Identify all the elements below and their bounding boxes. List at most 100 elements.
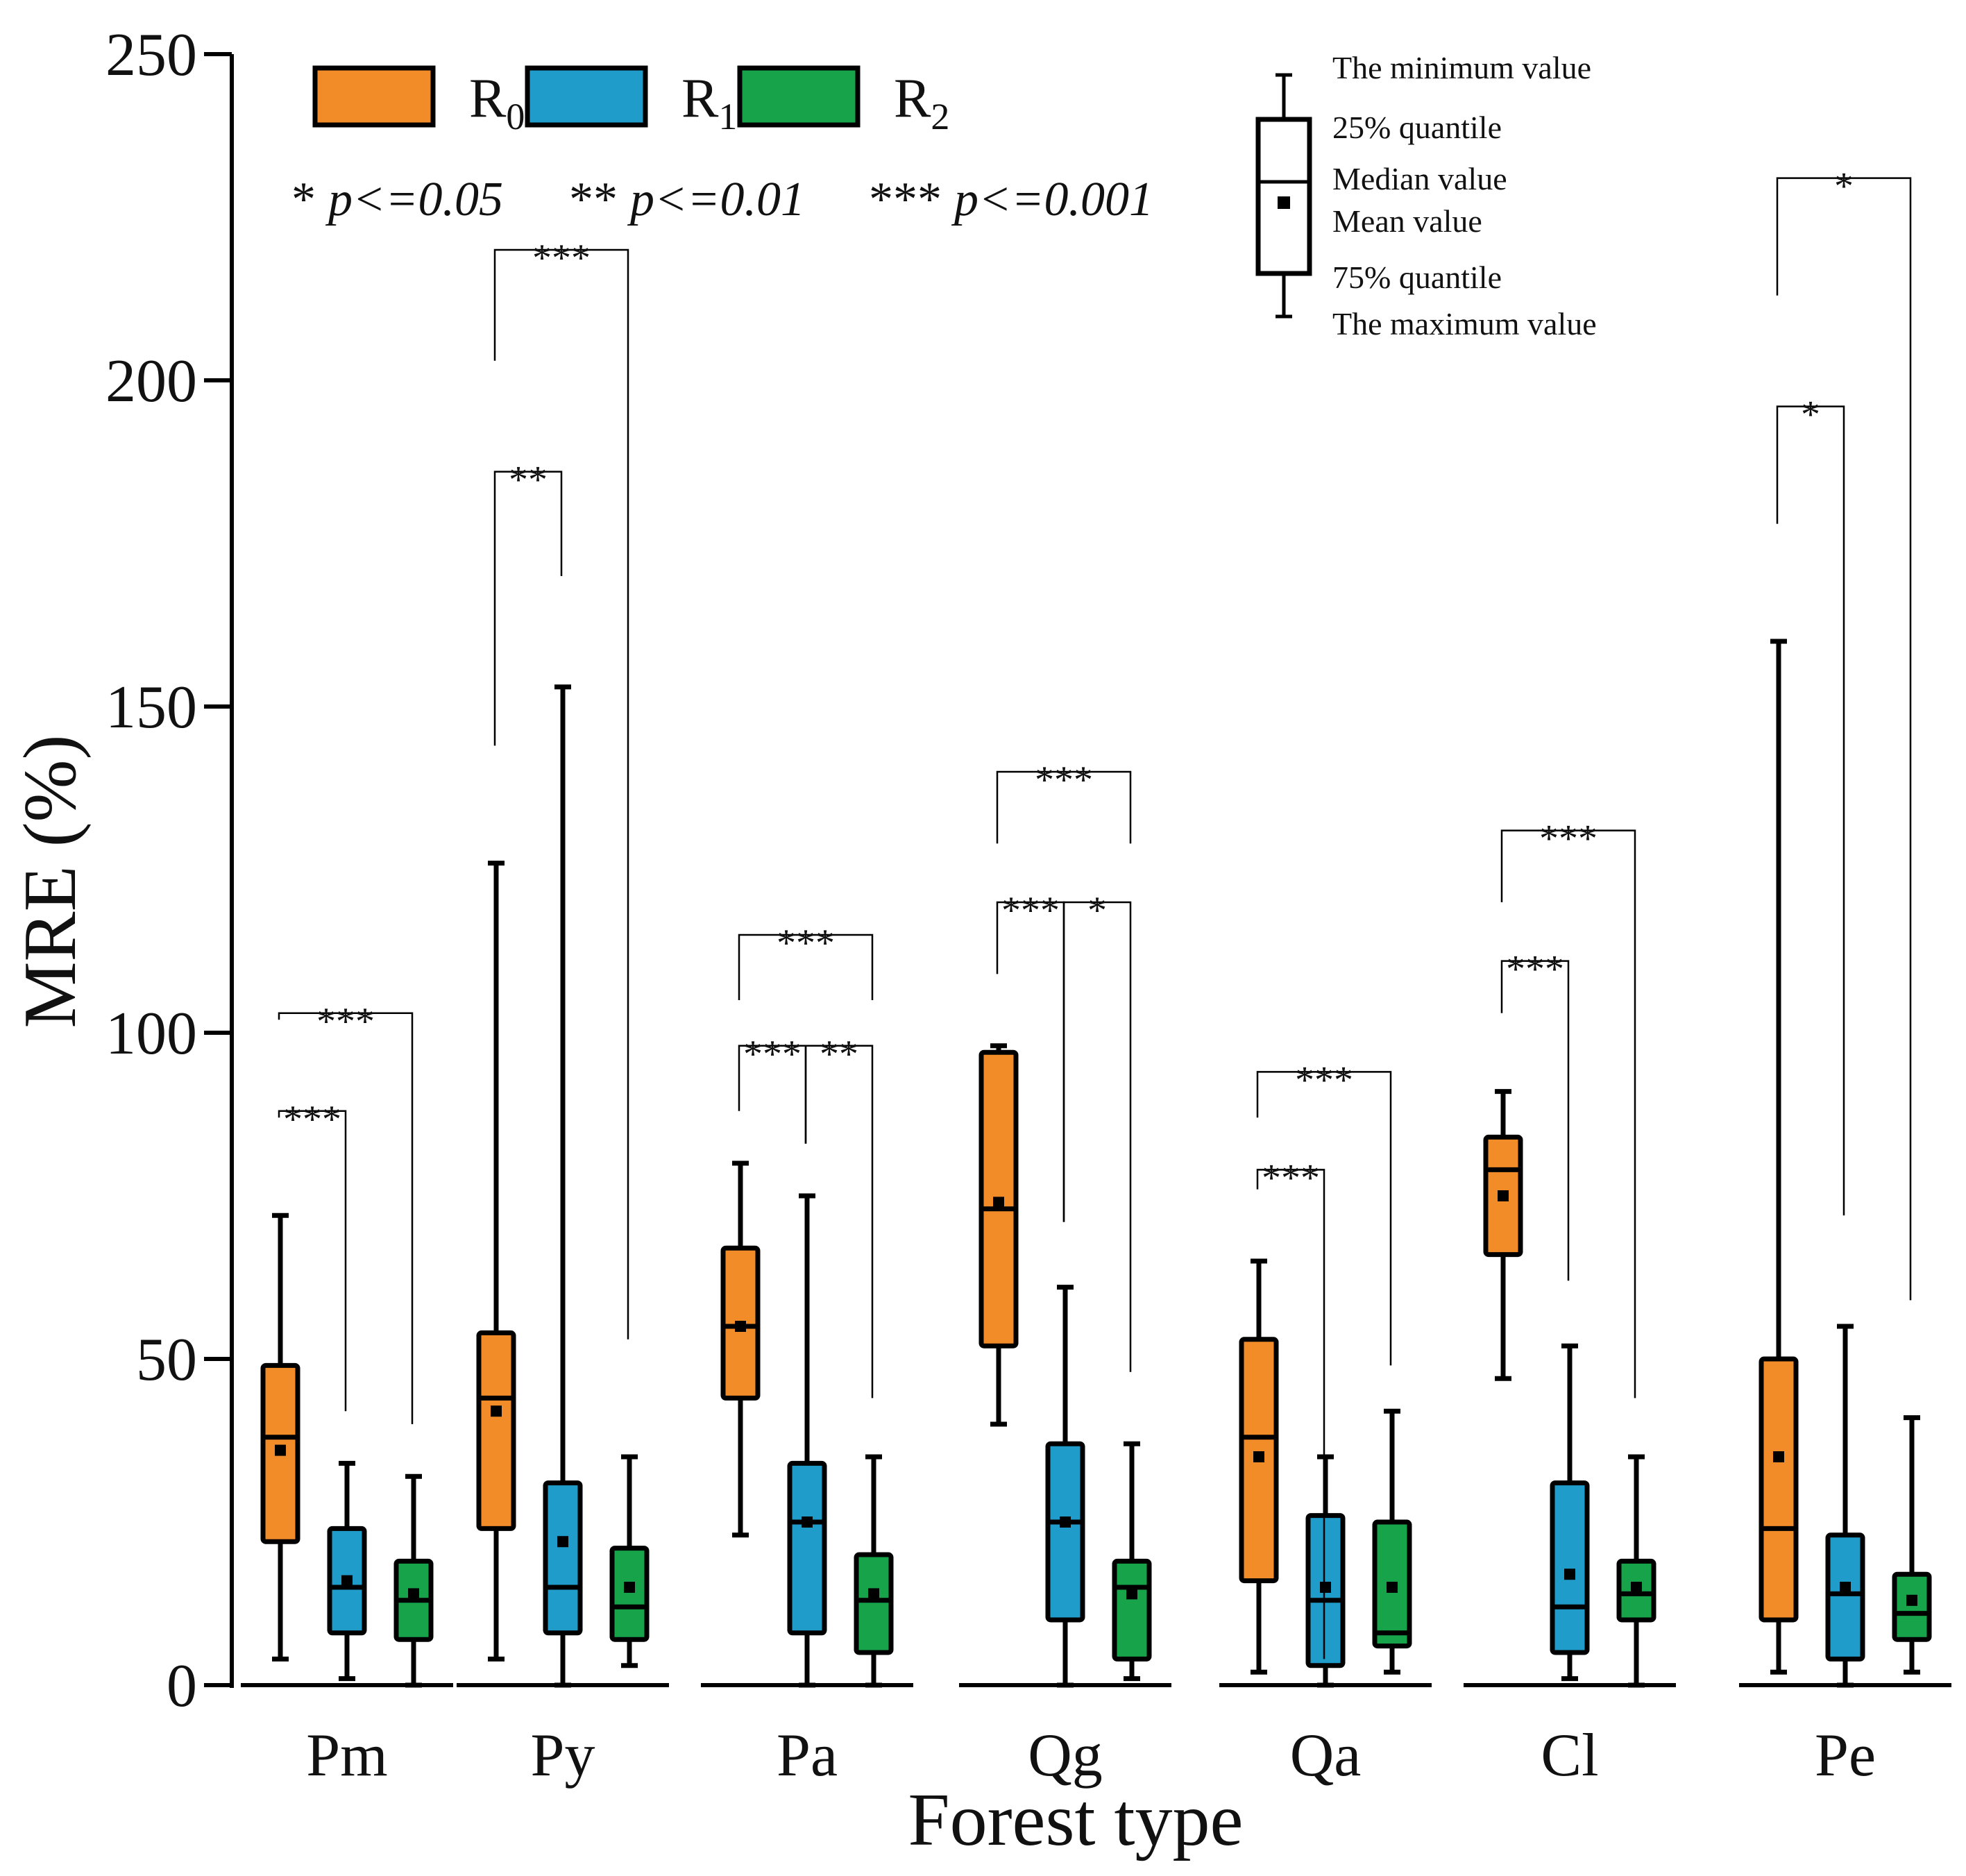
mean-marker xyxy=(341,1575,353,1587)
box-Qg-R2 xyxy=(1112,1441,1152,1682)
box-Pm-R0 xyxy=(260,1212,300,1662)
bracket-line xyxy=(278,1110,347,1412)
x-axis-title: Forest type xyxy=(908,1779,1244,1861)
mean-marker xyxy=(1060,1516,1071,1528)
box-Py-R1 xyxy=(543,684,583,1688)
pvalue-legend-item-2: ** p<=0.01 xyxy=(569,173,805,226)
bracket-line xyxy=(738,933,874,1000)
mean-marker xyxy=(491,1405,502,1417)
sig-bracket-Qa-R0-R1: *** xyxy=(1256,1156,1325,1659)
key-label-max: The maximum value xyxy=(1332,306,1597,341)
significance-stars: * xyxy=(1801,394,1820,437)
mean-marker xyxy=(1253,1451,1264,1462)
box-Py-R2 xyxy=(609,1454,650,1668)
sig-bracket-Pm-R0-R1: *** xyxy=(278,1098,347,1412)
box-Pm-R2 xyxy=(393,1473,434,1688)
box-Pm-R1 xyxy=(327,1460,367,1682)
legend-label: R1 xyxy=(681,68,737,137)
mean-marker xyxy=(624,1582,635,1593)
legend-label-base: R xyxy=(894,68,931,129)
y-tick-label-0: 0 xyxy=(167,1653,197,1720)
sig-bracket-Pe-R0-R1: * xyxy=(1776,394,1845,1216)
significance-stars: *** xyxy=(777,922,835,965)
legend-item-R0: R0 xyxy=(312,65,525,137)
legend-item-R1: R1 xyxy=(525,65,737,137)
box-Qa-R0 xyxy=(1239,1258,1279,1675)
pvalue-threshold: p<=0.001 xyxy=(951,173,1153,226)
category-label-Qa: Qa xyxy=(1290,1722,1362,1789)
sig-bracket-Py-R0-R1: ** xyxy=(493,459,563,746)
box-body xyxy=(476,1330,516,1531)
key-label-q1: 25% quantile xyxy=(1332,110,1502,145)
significance-stars: *** xyxy=(1295,1058,1353,1101)
bracket-line xyxy=(1776,177,1912,1301)
mean-marker xyxy=(1498,1190,1509,1201)
y-tick-label-200: 200 xyxy=(105,348,197,415)
box-body xyxy=(854,1552,894,1655)
legend-swatch xyxy=(312,65,436,128)
box-Py-R0 xyxy=(476,861,516,1662)
significance-brackets: ************** ******** ****************** xyxy=(278,165,1912,1659)
sig-bracket-Qg-R0-R2: *** xyxy=(996,759,1132,844)
box-body xyxy=(1550,1480,1590,1655)
mean-marker xyxy=(868,1588,879,1600)
sig-bracket-Cl-R0-R1: *** xyxy=(1500,948,1570,1281)
key-label-q3: 75% quantile xyxy=(1332,260,1502,295)
box-Pa-R1 xyxy=(787,1193,827,1688)
box-body xyxy=(1892,1571,1932,1642)
series-legend: R0 R1 R2 xyxy=(312,65,949,137)
significance-stars: *** xyxy=(283,1098,341,1141)
box-body xyxy=(1112,1558,1152,1662)
bracket-line xyxy=(493,248,629,1340)
category-label-Qg: Qg xyxy=(1028,1722,1103,1789)
box-Cl-R0 xyxy=(1483,1089,1523,1381)
mean-marker xyxy=(735,1321,746,1332)
category-label-Pm: Pm xyxy=(306,1722,387,1789)
key-mean-marker xyxy=(1278,196,1290,209)
legend-label: R0 xyxy=(469,68,525,137)
significance-stars: *** xyxy=(1001,889,1060,932)
bracket-line xyxy=(493,471,563,746)
box-Pa-R0 xyxy=(720,1160,761,1538)
y-tick-label-250: 250 xyxy=(105,22,197,89)
mean-marker xyxy=(993,1197,1004,1208)
significance-stars: ** xyxy=(820,1033,858,1076)
y-tick-label-50: 50 xyxy=(136,1326,197,1394)
key-label-median: Median value xyxy=(1332,161,1507,196)
box-key-legend: The minimum value 25% quantile Median valu… xyxy=(1255,50,1597,341)
significance-stars: *** xyxy=(532,237,591,280)
mean-marker xyxy=(1840,1582,1851,1593)
category-label-Cl: Cl xyxy=(1541,1722,1598,1789)
category-label-Py: Py xyxy=(531,1722,595,1789)
pvalue-threshold: p<=0.01 xyxy=(627,173,805,226)
box-Qg-R1 xyxy=(1045,1285,1085,1688)
box-Cl-R2 xyxy=(1616,1454,1656,1688)
mean-marker xyxy=(275,1444,286,1456)
mean-marker xyxy=(1564,1569,1575,1580)
sig-bracket-Pa-R0-R1: *** xyxy=(738,1033,807,1144)
legend-label-base: R xyxy=(681,68,719,129)
bracket-line xyxy=(1500,829,1636,1398)
sig-bracket-Pe-R0-R2: * xyxy=(1776,165,1912,1301)
pvalue-threshold: p<=0.05 xyxy=(325,173,503,226)
y-tick-label-150: 150 xyxy=(105,674,197,741)
key-label-mean: Mean value xyxy=(1332,203,1482,239)
mean-marker xyxy=(408,1588,419,1600)
bracket-line xyxy=(1062,901,1132,1372)
significance-stars: ** xyxy=(509,459,548,502)
box-body xyxy=(609,1546,650,1642)
significance-stars: * xyxy=(1834,165,1854,208)
pvalue-legend: * p<=0.05 ** p<=0.01 *** p<=0.001 xyxy=(291,173,1153,226)
mean-marker xyxy=(1631,1582,1642,1593)
mean-marker xyxy=(1773,1451,1784,1462)
y-tick-label-100: 100 xyxy=(105,1000,197,1067)
category-labels: Pm Py Pa Qg Qa Cl Pe xyxy=(306,1722,1876,1789)
axes: 0 50 100 150 200 250 xyxy=(105,22,1951,1720)
box-body xyxy=(543,1480,583,1636)
box-Cl-R1 xyxy=(1550,1343,1590,1682)
box-Pa-R2 xyxy=(854,1454,894,1688)
legend-label: R2 xyxy=(894,68,949,137)
significance-stars: *** xyxy=(1262,1156,1320,1199)
sig-bracket-Cl-R0-R2: *** xyxy=(1500,818,1636,1398)
